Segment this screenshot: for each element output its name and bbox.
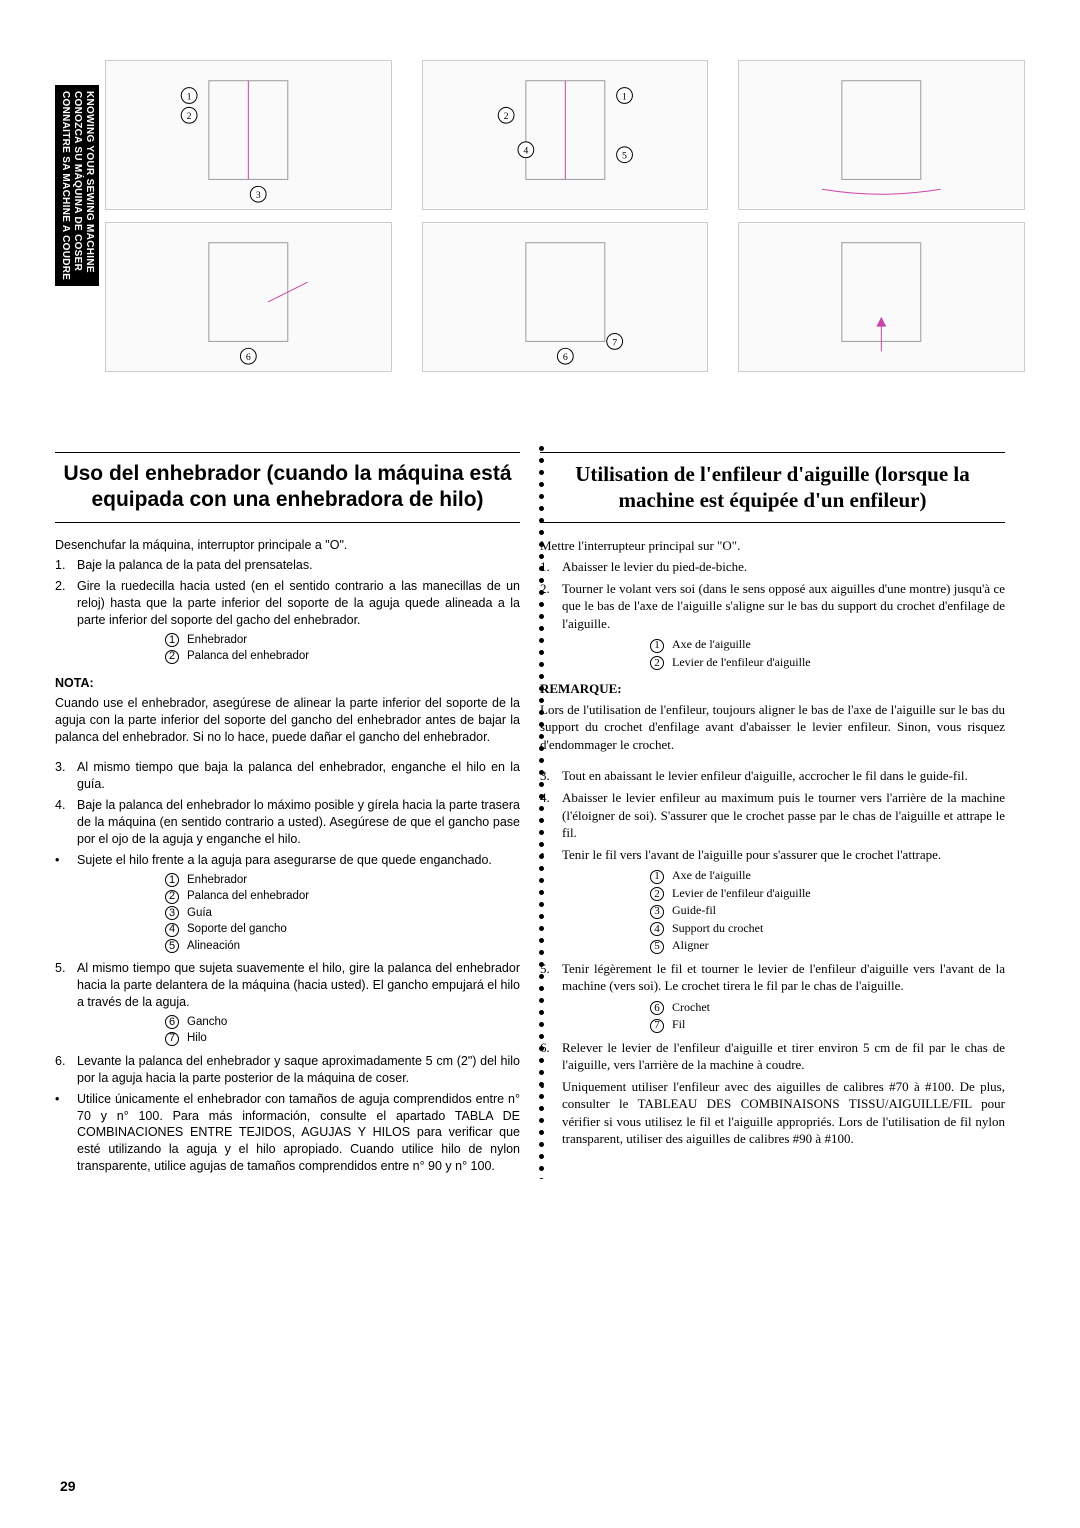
steps-es-1: 1.Baje la palanca de la pata del prensat…: [55, 557, 520, 629]
diagram-4: 6: [105, 222, 392, 372]
title-fr: Utilisation de l'enfileur d'aiguille (lo…: [540, 461, 1005, 514]
column-french: Utilisation de l'enfileur d'aiguille (lo…: [540, 452, 1005, 1179]
svg-text:2: 2: [503, 111, 508, 122]
sublist-fr-1: 1Axe de l'aiguille 2Levier de l'enfileur…: [540, 636, 1005, 670]
svg-text:1: 1: [622, 91, 627, 102]
page-number: 29: [60, 1478, 76, 1494]
diagram-3: [738, 60, 1025, 210]
note-body-es: Cuando use el enhebrador, asegúrese de a…: [55, 695, 520, 746]
svg-text:4: 4: [523, 146, 528, 157]
diagram-5: 67: [422, 222, 709, 372]
diagram-grid: 123 2415 6 67: [105, 60, 1025, 372]
svg-text:5: 5: [622, 151, 627, 162]
note-head-es: NOTA:: [55, 675, 520, 692]
column-spanish: Uso del enhebrador (cuando la máquina es…: [55, 452, 520, 1179]
steps-fr-1: 1.Abaisser le levier du pied-de-biche. 2…: [540, 558, 1005, 632]
rule-bottom: [540, 522, 1005, 523]
rule-bottom: [55, 522, 520, 523]
sublist-es-1: 1Enhebrador 2Palanca del enhebrador: [55, 633, 520, 665]
svg-text:7: 7: [612, 337, 617, 348]
note-body-fr: Lors de l'utilisation de l'enfileur, tou…: [540, 701, 1005, 754]
steps-fr-2: 3.Tout en abaissant le levier enfileur d…: [540, 767, 1005, 863]
sublist-es-2: 1Enhebrador 2Palanca del enhebrador 3Guí…: [55, 873, 520, 955]
note-head-fr: REMARQUE:: [540, 680, 1005, 698]
steps-fr-3: 5.Tenir légèrement le fil et tourner le …: [540, 960, 1005, 995]
rule-top: [540, 452, 1005, 453]
svg-text:6: 6: [246, 352, 251, 363]
svg-text:1: 1: [187, 91, 192, 102]
svg-text:2: 2: [187, 111, 192, 122]
tab-line-1: KNOWING YOUR SEWING MACHINE: [83, 91, 95, 280]
diagram-1: 1 2 3: [105, 60, 392, 210]
sublist-fr-2: 1Axe de l'aiguille 2Levier de l'enfileur…: [540, 867, 1005, 954]
rule-top: [55, 452, 520, 453]
title-es: Uso del enhebrador (cuando la máquina es…: [55, 461, 520, 514]
steps-es-4: 6.Levante la palanca del enhebrador y sa…: [55, 1053, 520, 1175]
intro-es: Desenchufar la máquina, interruptor prin…: [55, 537, 520, 554]
steps-fr-4: 6.Relever le levier de l'enfileur d'aigu…: [540, 1039, 1005, 1148]
svg-text:3: 3: [256, 190, 261, 201]
tab-line-3: CONNAITRE SA MACHINE A COUDRE: [59, 91, 71, 280]
text-columns: Uso del enhebrador (cuando la máquina es…: [55, 452, 1025, 1179]
diagram-2: 2 4 1 5: [422, 60, 709, 210]
tab-line-2: CONOZCA SU MÁQUINA DE COSER: [71, 91, 83, 280]
intro-fr: Mettre l'interrupteur principal sur "O".: [540, 537, 1005, 555]
sublist-fr-3: 6Crochet 7Fil: [540, 999, 1005, 1033]
section-tab: KNOWING YOUR SEWING MACHINE CONOZCA SU M…: [55, 85, 99, 286]
sublist-es-3: 6Gancho 7Hilo: [55, 1015, 520, 1047]
svg-text:6: 6: [563, 352, 568, 363]
diagram-6: [738, 222, 1025, 372]
steps-es-2: 3.Al mismo tiempo que baja la palanca de…: [55, 759, 520, 868]
column-divider: [536, 446, 546, 1179]
steps-es-3: 5.Al mismo tiempo que sujeta suavemente …: [55, 960, 520, 1011]
